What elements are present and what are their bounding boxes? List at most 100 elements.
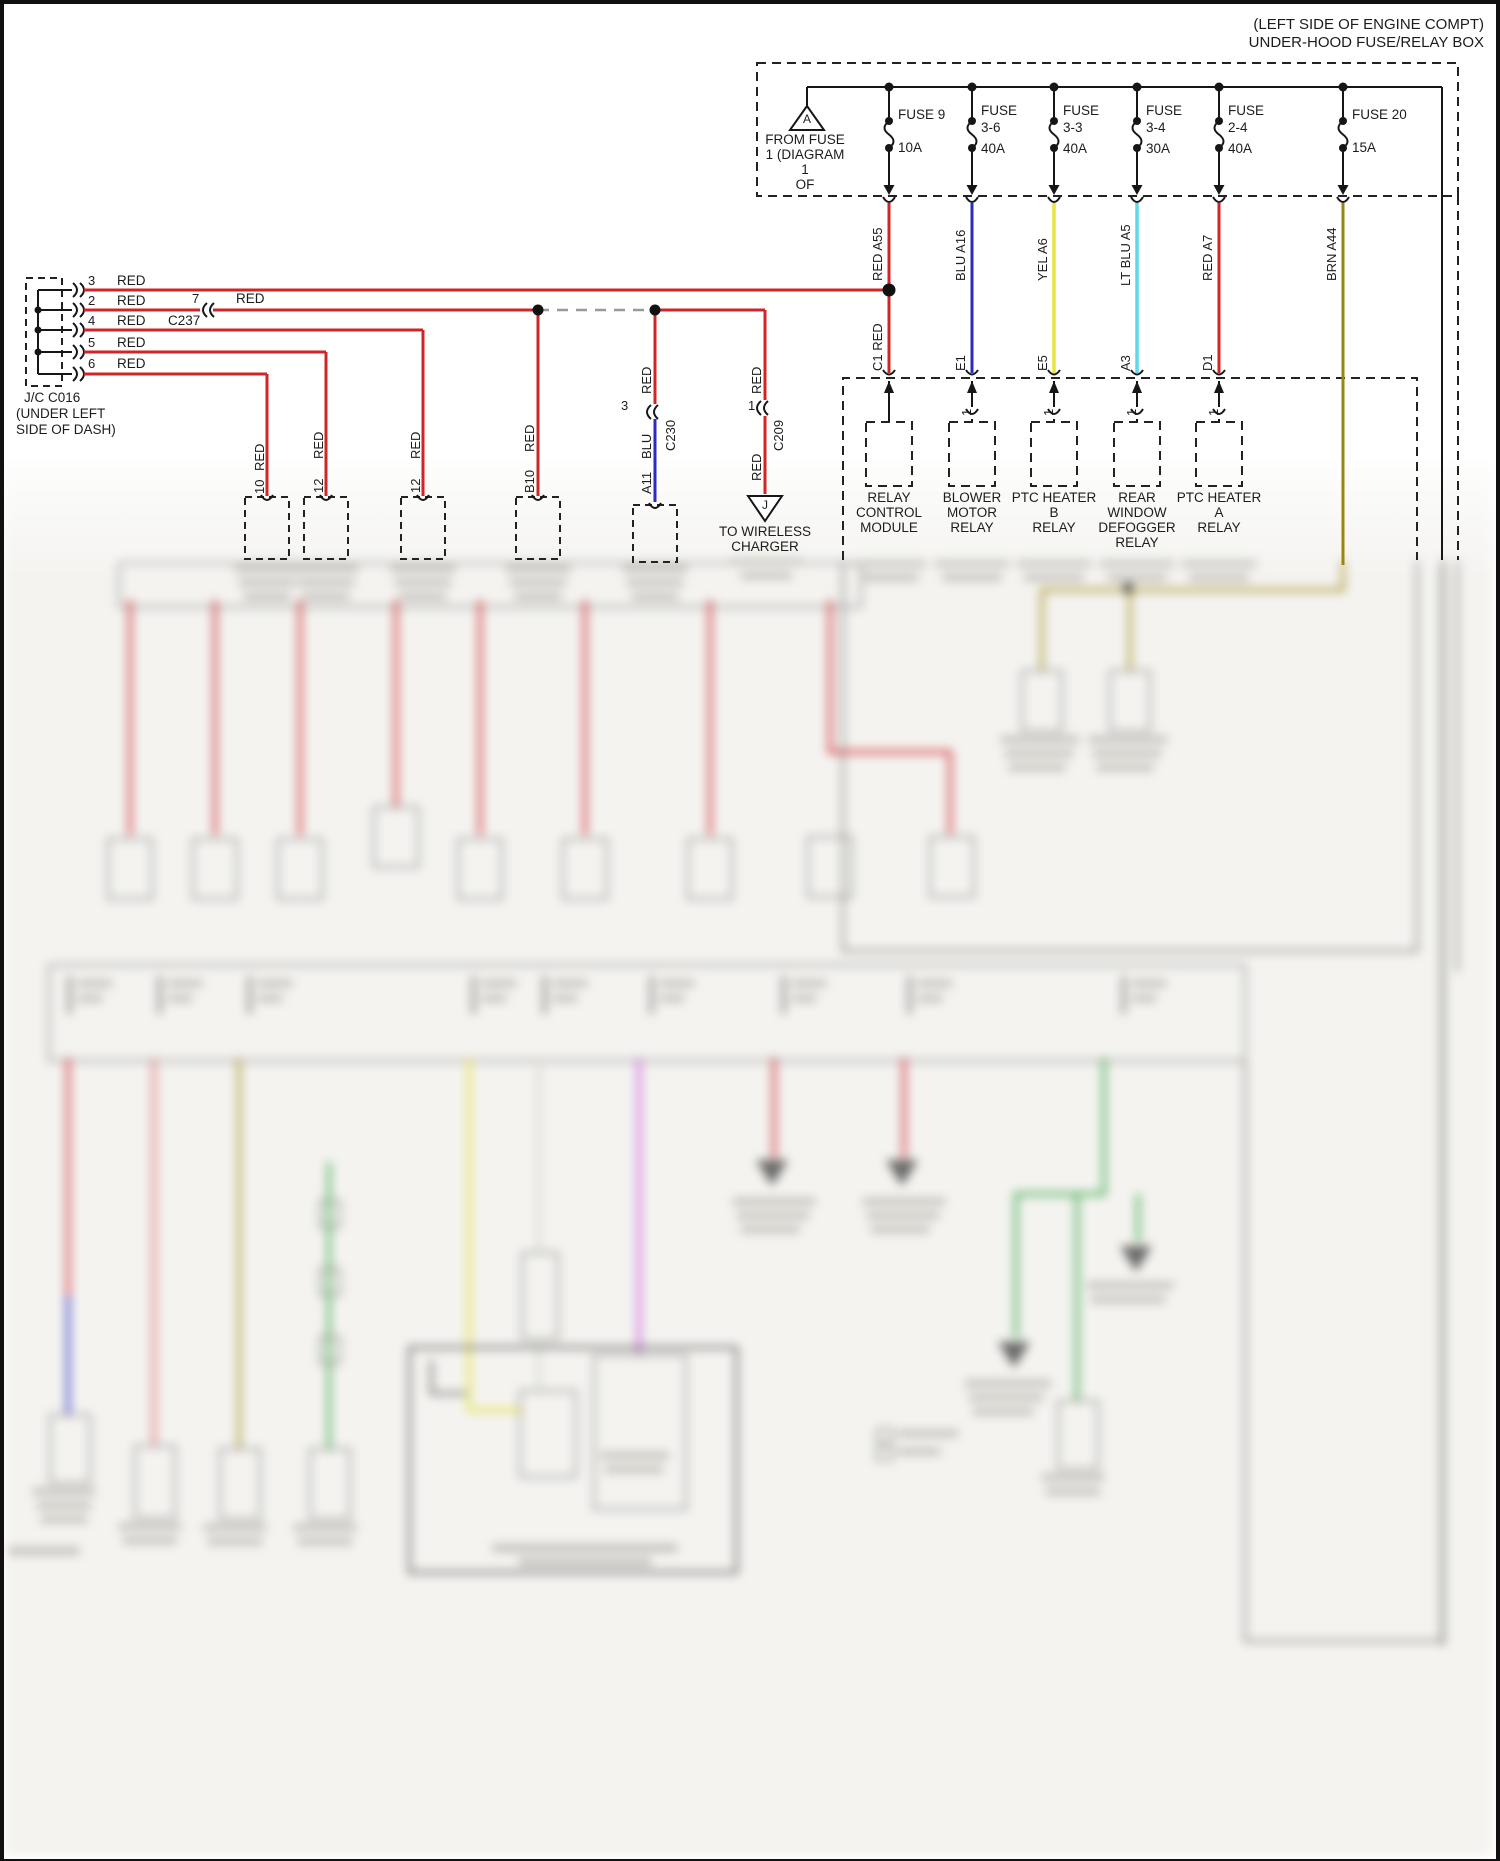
blurred-decor (862, 1198, 946, 1205)
blurred-decor (583, 600, 587, 835)
relay-pin-1: 1 (959, 408, 974, 416)
blurred-decor (1090, 1296, 1166, 1303)
fuse-33-name: FUSE (1063, 103, 1100, 118)
blurred-decor (1128, 592, 1132, 670)
fuse-33-rating: 40A (1063, 141, 1088, 156)
blurred-decor (408, 1346, 738, 1574)
blurred-decor (593, 1354, 687, 1510)
blurred-decor (238, 579, 296, 586)
blurred-decor (1109, 670, 1151, 732)
fuse-dots-and-arrows (883, 82, 1349, 195)
blurred-decor (782, 976, 785, 1014)
drop4-pin: B10 (522, 469, 537, 493)
relay-pin-1: 1 (1124, 408, 1139, 416)
blurred-decor (631, 593, 679, 600)
blurred-decor (1008, 764, 1066, 771)
fuse-34-rating: 30A (1146, 141, 1171, 156)
blurred-decor (203, 1524, 267, 1531)
blurred-decor (309, 1448, 351, 1520)
component-box-outlines (25, 277, 678, 563)
blurred-decor (243, 593, 291, 600)
blurred-decor (207, 1538, 263, 1545)
c209-pin: 1 (748, 398, 756, 413)
blurred-decor (708, 600, 712, 835)
blurred-decor (293, 1524, 357, 1531)
blurred-decor (118, 1523, 182, 1530)
blurred-decor (481, 995, 507, 1002)
blurred-decor (828, 750, 952, 754)
relay-pin-1: 1 (1041, 408, 1056, 416)
blurred-decor (866, 1212, 940, 1219)
fuse-24-rating: 40A (1228, 141, 1253, 156)
blurred-decor (842, 560, 844, 952)
blurred-decor (237, 1058, 241, 1448)
wire-label-red-a7: RED A7 (1200, 234, 1215, 281)
drop1-pin: 10 (252, 479, 267, 494)
blurred-decor (1040, 588, 1345, 592)
blurred-decor (948, 750, 952, 834)
blurred-decor (1075, 1194, 1079, 1400)
blurred-decor (998, 1342, 1030, 1368)
blurred-decor (736, 1212, 810, 1219)
blurred-decor (478, 600, 482, 835)
blurred-decor (1244, 1640, 1444, 1642)
charger-dest: TO WIRELESS CHARGER (718, 524, 812, 554)
title-line-1: (LEFT SIDE OF ENGINE COMPT) (1253, 16, 1484, 33)
jc-wire-color: RED (117, 293, 146, 308)
blurred-decor (1136, 1194, 1140, 1242)
fuse-33-num: 3-3 (1063, 120, 1083, 135)
blurred-decor (399, 593, 447, 600)
fuse-20-name: FUSE 20 (1352, 107, 1407, 122)
jc-name: J/C C016 (24, 390, 81, 405)
title-line-2: UNDER-HOOD FUSE/RELAY BOX (1248, 34, 1484, 51)
blurred-decor (807, 836, 853, 898)
c230-color-above: RED (639, 366, 654, 394)
blurred-decor (650, 976, 653, 1014)
blurred-decor (192, 838, 238, 900)
jc-wire-color: RED (117, 313, 146, 328)
blurred-decor (870, 1226, 930, 1233)
blurred-decor (1041, 1474, 1105, 1481)
wire-pin-d1: D1 (1200, 354, 1215, 371)
blurred-decor (467, 1058, 471, 1350)
c237-name: C237 (168, 313, 201, 328)
blurred-decor (1096, 764, 1154, 771)
jc-internal-bus (37, 289, 72, 375)
blurred-decor (472, 976, 475, 1014)
c230-pin-below: A11 (639, 471, 654, 494)
fuse-9-rating: 10A (898, 140, 923, 155)
blurred-decor (1131, 980, 1167, 987)
blurred-decor (1021, 670, 1063, 732)
blurred-decor (1120, 1246, 1152, 1272)
triangle-a-symbol (788, 104, 826, 131)
wire-pin-c1: C1 RED (870, 323, 885, 371)
blurred-decor (902, 1058, 906, 1158)
blurred-decor (1123, 583, 1133, 593)
blurred-decor (1416, 560, 1418, 952)
wire-label-yel-a6: YEL A6 (1035, 238, 1050, 281)
jc-location-1: (UNDER LEFT (16, 406, 106, 421)
blurred-decor (562, 838, 608, 900)
blurred-decor (968, 1394, 1044, 1401)
jc-pin-6: 6 (88, 356, 96, 371)
blurred-decor (1057, 1400, 1099, 1470)
blurred-decor (1045, 1488, 1101, 1495)
triangle-a-label: A (802, 112, 811, 126)
drop2-color: RED (311, 431, 326, 459)
red-wires (84, 203, 1221, 496)
blurred-decor (134, 1445, 176, 1519)
blurred-decor (319, 1268, 341, 1296)
blurred-decor (1000, 736, 1080, 743)
wire-label-red-a55: RED A55 (870, 227, 885, 281)
blurred-decor (552, 980, 588, 987)
blurred-decor (107, 838, 153, 900)
blurred-decor (897, 1430, 959, 1437)
wire-label-brn-a44: BRN A44 (1324, 227, 1339, 281)
blurred-decor (519, 1390, 577, 1478)
blurred-decor (467, 1408, 523, 1412)
blurred-decor (32, 1488, 96, 1495)
blurred-decor (319, 1200, 341, 1228)
blurred-decor (537, 1336, 541, 1392)
